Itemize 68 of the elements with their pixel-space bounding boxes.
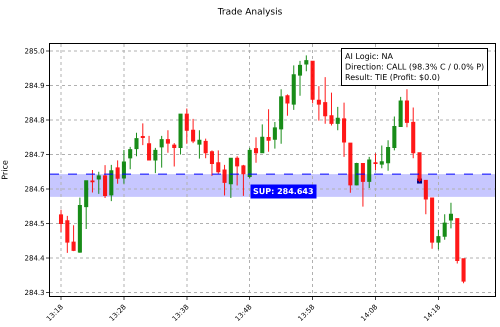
candlestick xyxy=(134,132,139,157)
candlestick xyxy=(216,150,220,174)
candlestick xyxy=(310,60,315,104)
candlestick xyxy=(103,164,108,198)
candlestick xyxy=(462,258,466,284)
candlestick xyxy=(58,209,64,233)
candlestick xyxy=(153,147,158,174)
candlestick xyxy=(448,202,453,229)
candlestick xyxy=(96,171,101,194)
candlestick xyxy=(398,96,403,127)
candlestick xyxy=(128,146,132,170)
candlestick xyxy=(360,162,365,208)
candlestick xyxy=(392,116,396,151)
chart-title: Trade Analysis xyxy=(216,7,283,18)
candlestick xyxy=(266,108,271,152)
candlestick xyxy=(323,76,328,124)
candlestick xyxy=(160,135,164,168)
candlestick xyxy=(430,197,434,250)
candlestick xyxy=(204,138,208,159)
candlestick xyxy=(122,149,126,184)
candlestick xyxy=(292,64,296,110)
candlestick xyxy=(272,122,277,150)
candlestick xyxy=(235,156,240,186)
candlestick xyxy=(279,88,284,144)
candlestick xyxy=(78,197,82,254)
candlestick xyxy=(442,214,447,240)
candlestick xyxy=(404,88,409,128)
candlestick xyxy=(248,147,252,179)
candlestick xyxy=(380,144,384,169)
candlestick xyxy=(260,124,264,154)
candlestick xyxy=(304,54,308,72)
candlestick xyxy=(354,162,359,186)
candlestick xyxy=(455,218,460,264)
candlestick xyxy=(72,224,76,252)
candlestick xyxy=(116,160,120,184)
candlestick xyxy=(411,107,416,159)
candlestick xyxy=(178,114,183,155)
candlestick xyxy=(285,94,290,116)
candlestick xyxy=(329,92,334,126)
candlestick xyxy=(241,164,246,196)
candlestick xyxy=(373,152,378,170)
candlestick xyxy=(222,164,227,196)
candlestick xyxy=(172,142,176,168)
candlestick xyxy=(424,180,428,215)
candlestick xyxy=(109,164,114,202)
candlestick xyxy=(436,229,440,250)
candlestick xyxy=(342,102,346,158)
candlestick xyxy=(386,140,390,172)
candlestick xyxy=(336,106,340,131)
candlestick xyxy=(197,130,202,160)
candlestick xyxy=(65,215,70,254)
candlestick xyxy=(191,118,196,144)
candlestick xyxy=(166,130,170,154)
annotation: AI Logic: NA Direction: CALL (98.3% C / 0.0% P) Result: TIE (Profit: $0.0) xyxy=(345,52,484,82)
candlestick xyxy=(298,60,302,96)
candlestick xyxy=(228,158,233,198)
ref-line-label: SUP: 284.643 xyxy=(253,187,314,196)
candlestick xyxy=(84,180,88,230)
candlestick xyxy=(147,135,152,160)
candlestick xyxy=(210,150,214,176)
candlestick xyxy=(254,136,258,164)
candlestick xyxy=(140,122,145,146)
y-axis-title: Price xyxy=(0,160,10,180)
candlestick xyxy=(90,170,94,193)
candlestick xyxy=(316,86,321,122)
candlestick xyxy=(184,108,189,144)
candlestick xyxy=(367,156,372,188)
candlestick xyxy=(348,142,352,194)
